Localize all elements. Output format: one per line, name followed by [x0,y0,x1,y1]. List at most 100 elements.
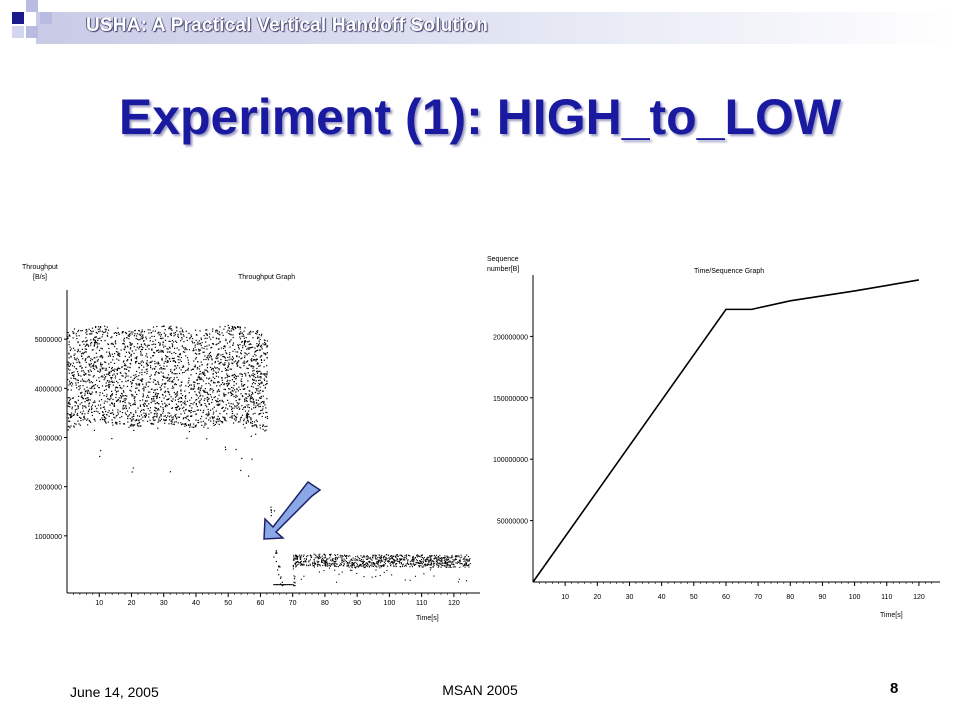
throughput-point [380,565,382,567]
throughput-point [160,367,162,369]
throughput-point [75,368,78,370]
throughput-point [169,412,171,414]
throughput-point [132,331,134,333]
throughput-point [252,398,254,400]
throughput-point [96,332,98,334]
throughput-point [101,330,103,332]
throughput-point [156,396,158,398]
throughput-point [210,387,212,390]
throughput-point [189,423,192,425]
throughput-point [76,338,78,340]
throughput-point [195,339,197,341]
throughput-point [71,415,73,417]
throughput-point [391,557,394,559]
throughput-point [74,409,77,411]
throughput-point [93,363,95,365]
throughput-point [136,333,138,335]
throughput-point [298,562,300,564]
throughput-point [300,563,302,565]
throughput-point [159,344,161,346]
throughput-point [128,407,130,409]
throughput-point [252,346,254,348]
throughput-point [385,558,387,560]
throughput-point [227,382,229,384]
throughput-point [429,557,431,559]
throughput-point [69,406,71,408]
throughput-point [131,471,133,473]
throughput-point [139,425,142,427]
throughput-point [316,564,318,566]
throughput-point [246,367,248,369]
throughput-point [192,403,194,405]
throughput-point [128,333,130,336]
throughput-point [224,367,227,369]
throughput-point [158,396,161,399]
throughput-point [78,385,80,387]
throughput-point [256,367,258,370]
throughput-point [134,424,136,426]
throughput-point [254,391,257,394]
throughput-point [113,416,115,419]
throughput-x-tick-label: 50 [224,600,232,607]
throughput-point [333,563,335,565]
throughput-point [103,413,105,416]
throughput-point [93,400,96,402]
throughput-point [390,555,392,557]
throughput-point [215,331,217,333]
throughput-point [207,371,209,373]
throughput-point [103,367,105,369]
throughput-point [201,424,203,427]
throughput-point [396,560,398,562]
throughput-point [135,335,138,337]
throughput-point [187,359,189,361]
throughput-point [132,418,135,420]
throughput-point [209,409,212,411]
throughput-point [140,361,142,363]
throughput-point [112,369,115,371]
throughput-point [451,561,453,563]
throughput-point [382,564,384,566]
throughput-point [312,563,314,565]
throughput-x-tick-label: 40 [192,600,200,607]
throughput-point [156,349,158,352]
throughput-point [125,380,127,382]
throughput-point [174,399,176,401]
throughput-point [175,417,178,419]
throughput-point [190,412,192,414]
throughput-point [296,561,298,563]
throughput-point [446,563,448,565]
throughput-point [434,562,436,564]
throughput-point [232,326,234,328]
throughput-point [360,555,362,557]
throughput-point [201,371,204,374]
throughput-point [313,559,315,561]
throughput-point [241,385,243,387]
throughput-point [158,409,160,411]
throughput-point [169,333,171,335]
throughput-point [258,343,260,346]
throughput-point [441,557,443,559]
throughput-point [212,413,214,415]
throughput-point [278,565,280,567]
throughput-point [91,407,93,410]
throughput-point [140,354,142,356]
throughput-point [293,556,295,558]
header-gradient-band [36,12,960,44]
throughput-point [139,399,141,402]
throughput-point [105,382,107,384]
throughput-point [395,560,397,562]
throughput-point [422,561,424,563]
throughput-point [302,555,304,557]
throughput-point [244,406,246,408]
throughput-point [114,422,117,424]
throughput-point [154,389,156,391]
throughput-point [142,404,144,406]
throughput-point [91,382,94,384]
throughput-point [206,438,208,440]
throughput-point [244,427,246,429]
throughput-point [360,558,362,561]
throughput-point [194,352,197,355]
throughput-point [329,562,331,564]
throughput-point [261,361,263,364]
throughput-point [151,422,153,425]
